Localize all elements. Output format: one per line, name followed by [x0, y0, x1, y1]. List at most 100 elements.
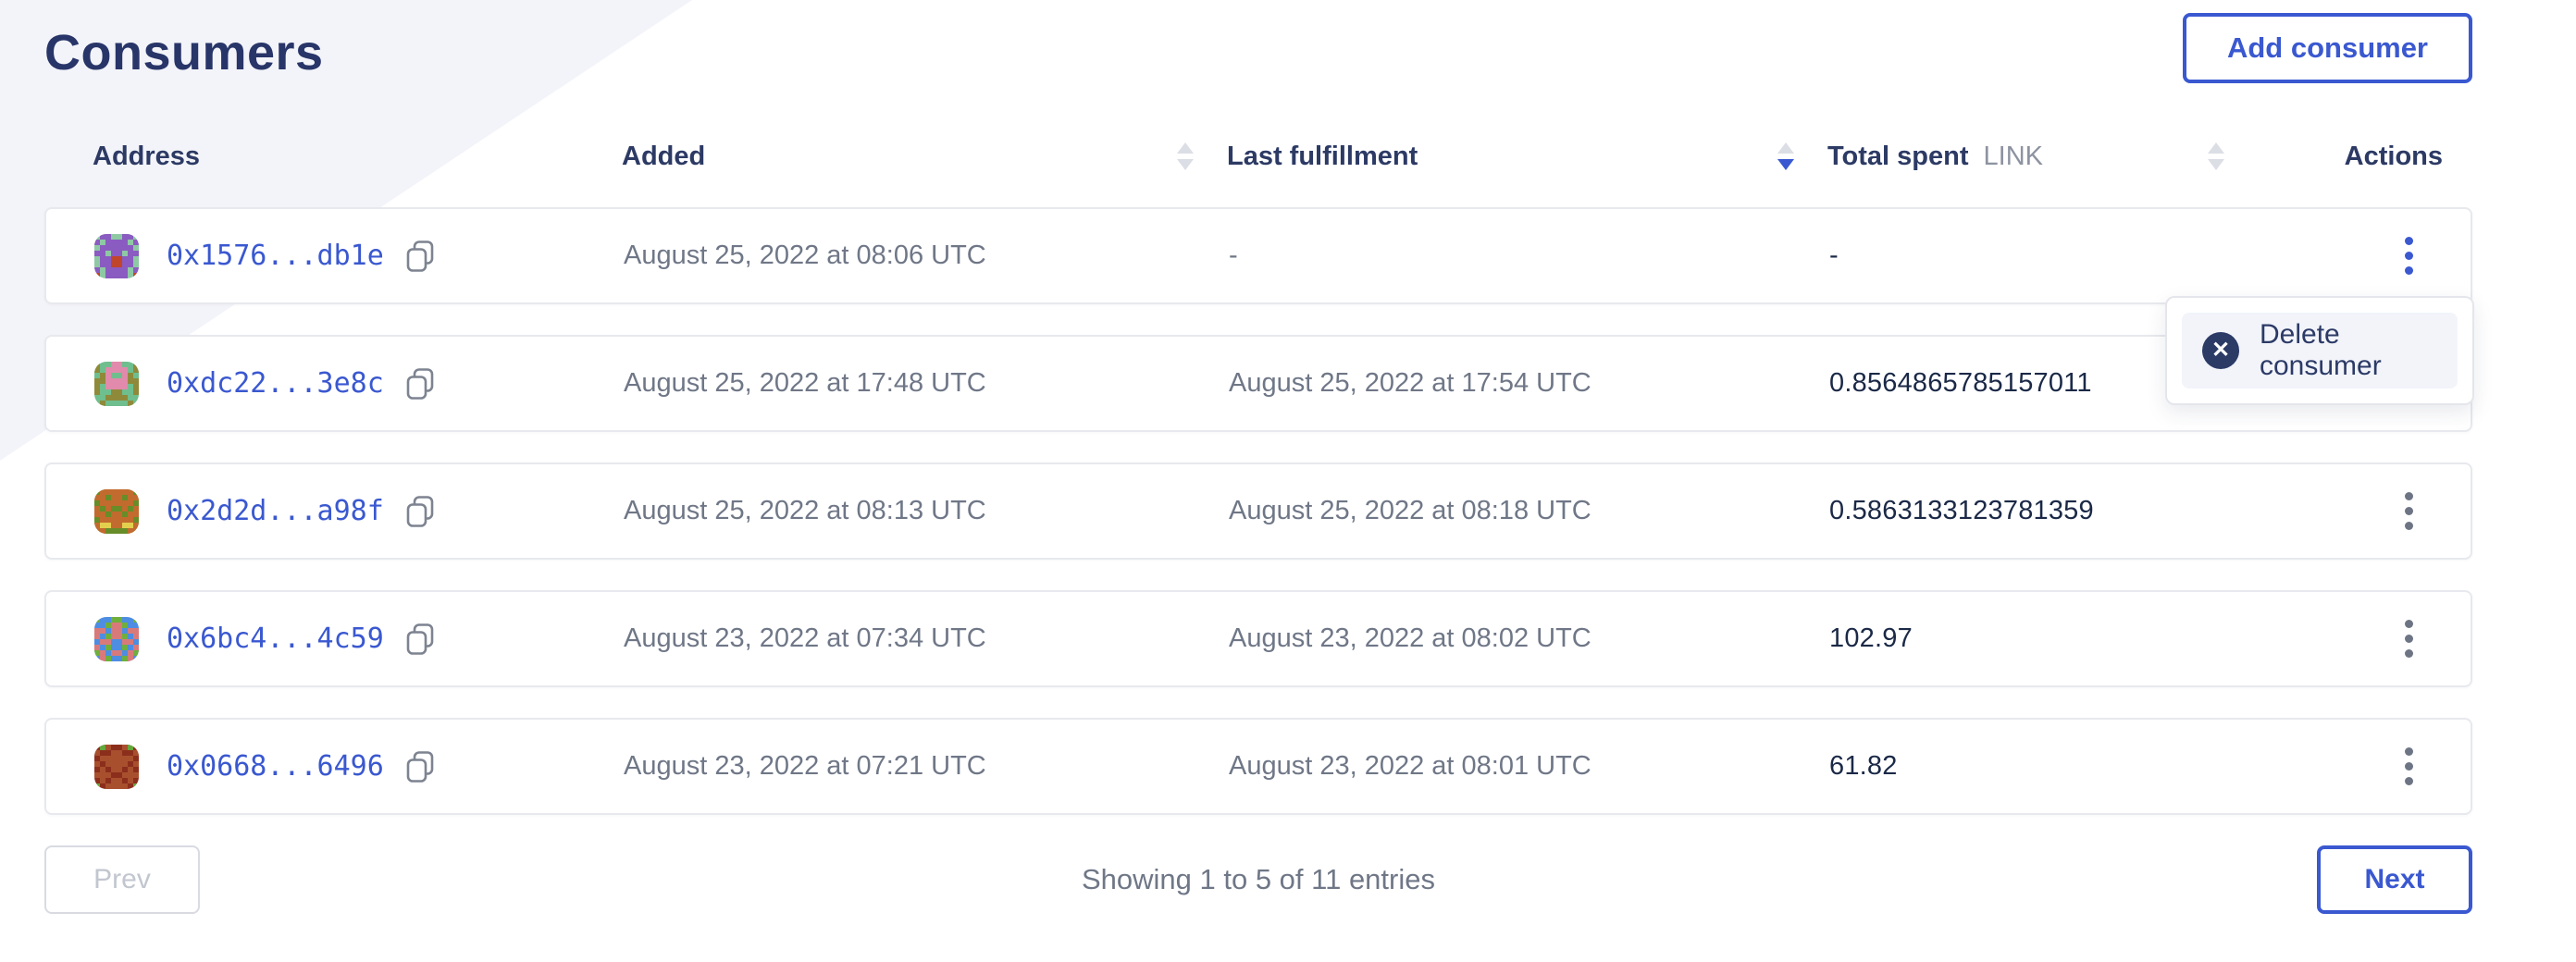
row-actions-menu-button[interactable]	[2396, 231, 2422, 280]
pagination-summary: Showing 1 to 5 of 11 entries	[1081, 863, 1435, 895]
table-header-row: Address Added Last fulfillment Total spent L…	[44, 130, 2472, 183]
added-cell: August 25, 2022 at 08:13 UTC	[624, 496, 986, 525]
row-actions-menu-button[interactable]	[2396, 614, 2422, 663]
consumer-row: 0x2d2d...a98f August 25, 2022 at 08:13 UT…	[44, 462, 2472, 560]
sort-down-arrow-icon	[1177, 159, 1194, 170]
column-header-label: Address	[93, 141, 201, 171]
address-cell: 0x6bc4...4c59	[46, 616, 624, 661]
consumer-row: 0x1576...db1e August 25, 2022 at 08:06 UT…	[44, 207, 2472, 304]
copy-address-button[interactable]	[406, 623, 434, 655]
kebab-dot-icon	[2405, 507, 2413, 515]
column-header-actions: Actions	[2258, 142, 2472, 172]
added-cell: August 23, 2022 at 07:34 UTC	[624, 623, 986, 653]
column-header-total[interactable]: Total spent LINK	[1827, 142, 2258, 172]
address-cell: 0x1576...db1e	[46, 233, 624, 278]
column-header-label: Added	[622, 141, 706, 171]
row-actions-menu-button[interactable]	[2396, 487, 2422, 536]
actions-cell	[2260, 231, 2471, 280]
last-fulfillment-cell: August 23, 2022 at 08:01 UTC	[1229, 751, 1591, 781]
next-page-button[interactable]: Next	[2316, 845, 2472, 914]
kebab-dot-icon	[2405, 649, 2413, 658]
added-cell: August 25, 2022 at 08:06 UTC	[624, 240, 986, 270]
x-circle-icon: ✕	[2202, 332, 2239, 369]
copy-icon	[406, 750, 434, 783]
add-consumer-button[interactable]: Add consumer	[2182, 13, 2472, 83]
copy-address-button[interactable]	[406, 750, 434, 783]
kebab-dot-icon	[2405, 237, 2413, 245]
row-actions-menu-button[interactable]	[2396, 742, 2422, 791]
actions-cell	[2260, 742, 2471, 791]
kebab-dot-icon	[2405, 635, 2413, 643]
column-header-address: Address	[44, 142, 622, 172]
last-fulfillment-cell: August 25, 2022 at 08:18 UTC	[1229, 496, 1591, 525]
consumer-address-link[interactable]: 0x6bc4...4c59	[167, 623, 384, 655]
consumers-page: Consumers Add consumer Address Added Last …	[44, 0, 2474, 914]
total-spent-cell: -	[1829, 240, 1839, 270]
kebab-dot-icon	[2405, 747, 2413, 756]
sort-up-arrow-icon	[1177, 142, 1194, 154]
kebab-dot-icon	[2405, 492, 2413, 500]
consumer-row: 0xdc22...3e8c August 25, 2022 at 17:48 UT…	[44, 335, 2472, 432]
last-fulfillment-cell: August 25, 2022 at 17:54 UTC	[1229, 368, 1591, 398]
page-header: Consumers Add consumer	[44, 0, 2472, 83]
sort-arrows-icon	[1777, 142, 1794, 170]
consumer-row: 0x0668...6496 August 23, 2022 at 07:21 UT…	[44, 718, 2472, 815]
consumer-address-link[interactable]: 0x1576...db1e	[167, 240, 384, 272]
kebab-dot-icon	[2405, 522, 2413, 530]
column-header-added[interactable]: Added	[622, 142, 1227, 172]
copy-address-button[interactable]	[406, 367, 434, 400]
added-cell: August 23, 2022 at 07:21 UTC	[624, 751, 986, 781]
column-header-label: Last fulfillment	[1227, 141, 1418, 171]
address-cell: 0x0668...6496	[46, 744, 624, 789]
sort-arrows-icon	[2208, 142, 2224, 170]
consumer-identicon	[94, 233, 139, 278]
copy-icon	[406, 623, 434, 655]
copy-icon	[406, 495, 434, 527]
last-fulfillment-cell: -	[1229, 240, 1238, 270]
consumer-identicon	[94, 744, 139, 789]
menu-item-label: Delete consumer	[2260, 319, 2382, 381]
delete-consumer-menu-item[interactable]: ✕ Delete consumer	[2182, 313, 2458, 388]
prev-page-button[interactable]: Prev	[44, 845, 200, 914]
kebab-dot-icon	[2405, 620, 2413, 628]
copy-address-button[interactable]	[406, 240, 434, 272]
consumers-table-body: 0x1576...db1e August 25, 2022 at 08:06 UT…	[44, 207, 2474, 815]
total-spent-cell: 61.82	[1829, 751, 1898, 781]
total-spent-cell: 0.8564865785157011	[1829, 368, 2092, 398]
sort-arrows-icon	[1177, 142, 1194, 170]
kebab-dot-icon	[2405, 762, 2413, 771]
actions-cell	[2260, 614, 2471, 663]
sort-up-arrow-icon	[1777, 142, 1794, 154]
consumer-address-link[interactable]: 0x0668...6496	[167, 750, 384, 783]
kebab-dot-icon	[2405, 777, 2413, 785]
column-header-last[interactable]: Last fulfillment	[1227, 142, 1827, 172]
consumer-address-link[interactable]: 0xdc22...3e8c	[167, 367, 384, 400]
column-header-label: Total spent	[1827, 141, 1969, 171]
consumer-row: 0x6bc4...4c59 August 23, 2022 at 07:34 UT…	[44, 590, 2472, 687]
page-title: Consumers	[44, 25, 324, 80]
added-cell: August 25, 2022 at 17:48 UTC	[624, 368, 986, 398]
column-unit-label: LINK	[1983, 141, 2044, 171]
consumer-identicon	[94, 488, 139, 534]
kebab-dot-icon	[2405, 266, 2413, 275]
row-actions-context-menu: ✕ Delete consumer	[2165, 296, 2474, 405]
copy-icon	[406, 367, 434, 400]
kebab-dot-icon	[2405, 252, 2413, 260]
column-header-label-group: Total spent LINK	[1827, 142, 2043, 172]
total-spent-cell: 0.5863133123781359	[1829, 496, 2094, 525]
column-header-label: Actions	[2344, 141, 2443, 171]
consumer-address-link[interactable]: 0x2d2d...a98f	[167, 495, 384, 527]
consumer-identicon	[94, 361, 139, 406]
actions-cell	[2260, 487, 2471, 536]
address-cell: 0x2d2d...a98f	[46, 488, 624, 534]
sort-down-arrow-icon	[1777, 159, 1794, 170]
total-spent-cell: 102.97	[1829, 623, 1913, 653]
sort-up-arrow-icon	[2208, 142, 2224, 154]
consumer-identicon	[94, 616, 139, 661]
last-fulfillment-cell: August 23, 2022 at 08:02 UTC	[1229, 623, 1591, 653]
copy-address-button[interactable]	[406, 495, 434, 527]
copy-icon	[406, 240, 434, 272]
address-cell: 0xdc22...3e8c	[46, 361, 624, 406]
sort-down-arrow-icon	[2208, 159, 2224, 170]
pagination-bar: Prev Showing 1 to 5 of 11 entries Next	[44, 845, 2472, 914]
